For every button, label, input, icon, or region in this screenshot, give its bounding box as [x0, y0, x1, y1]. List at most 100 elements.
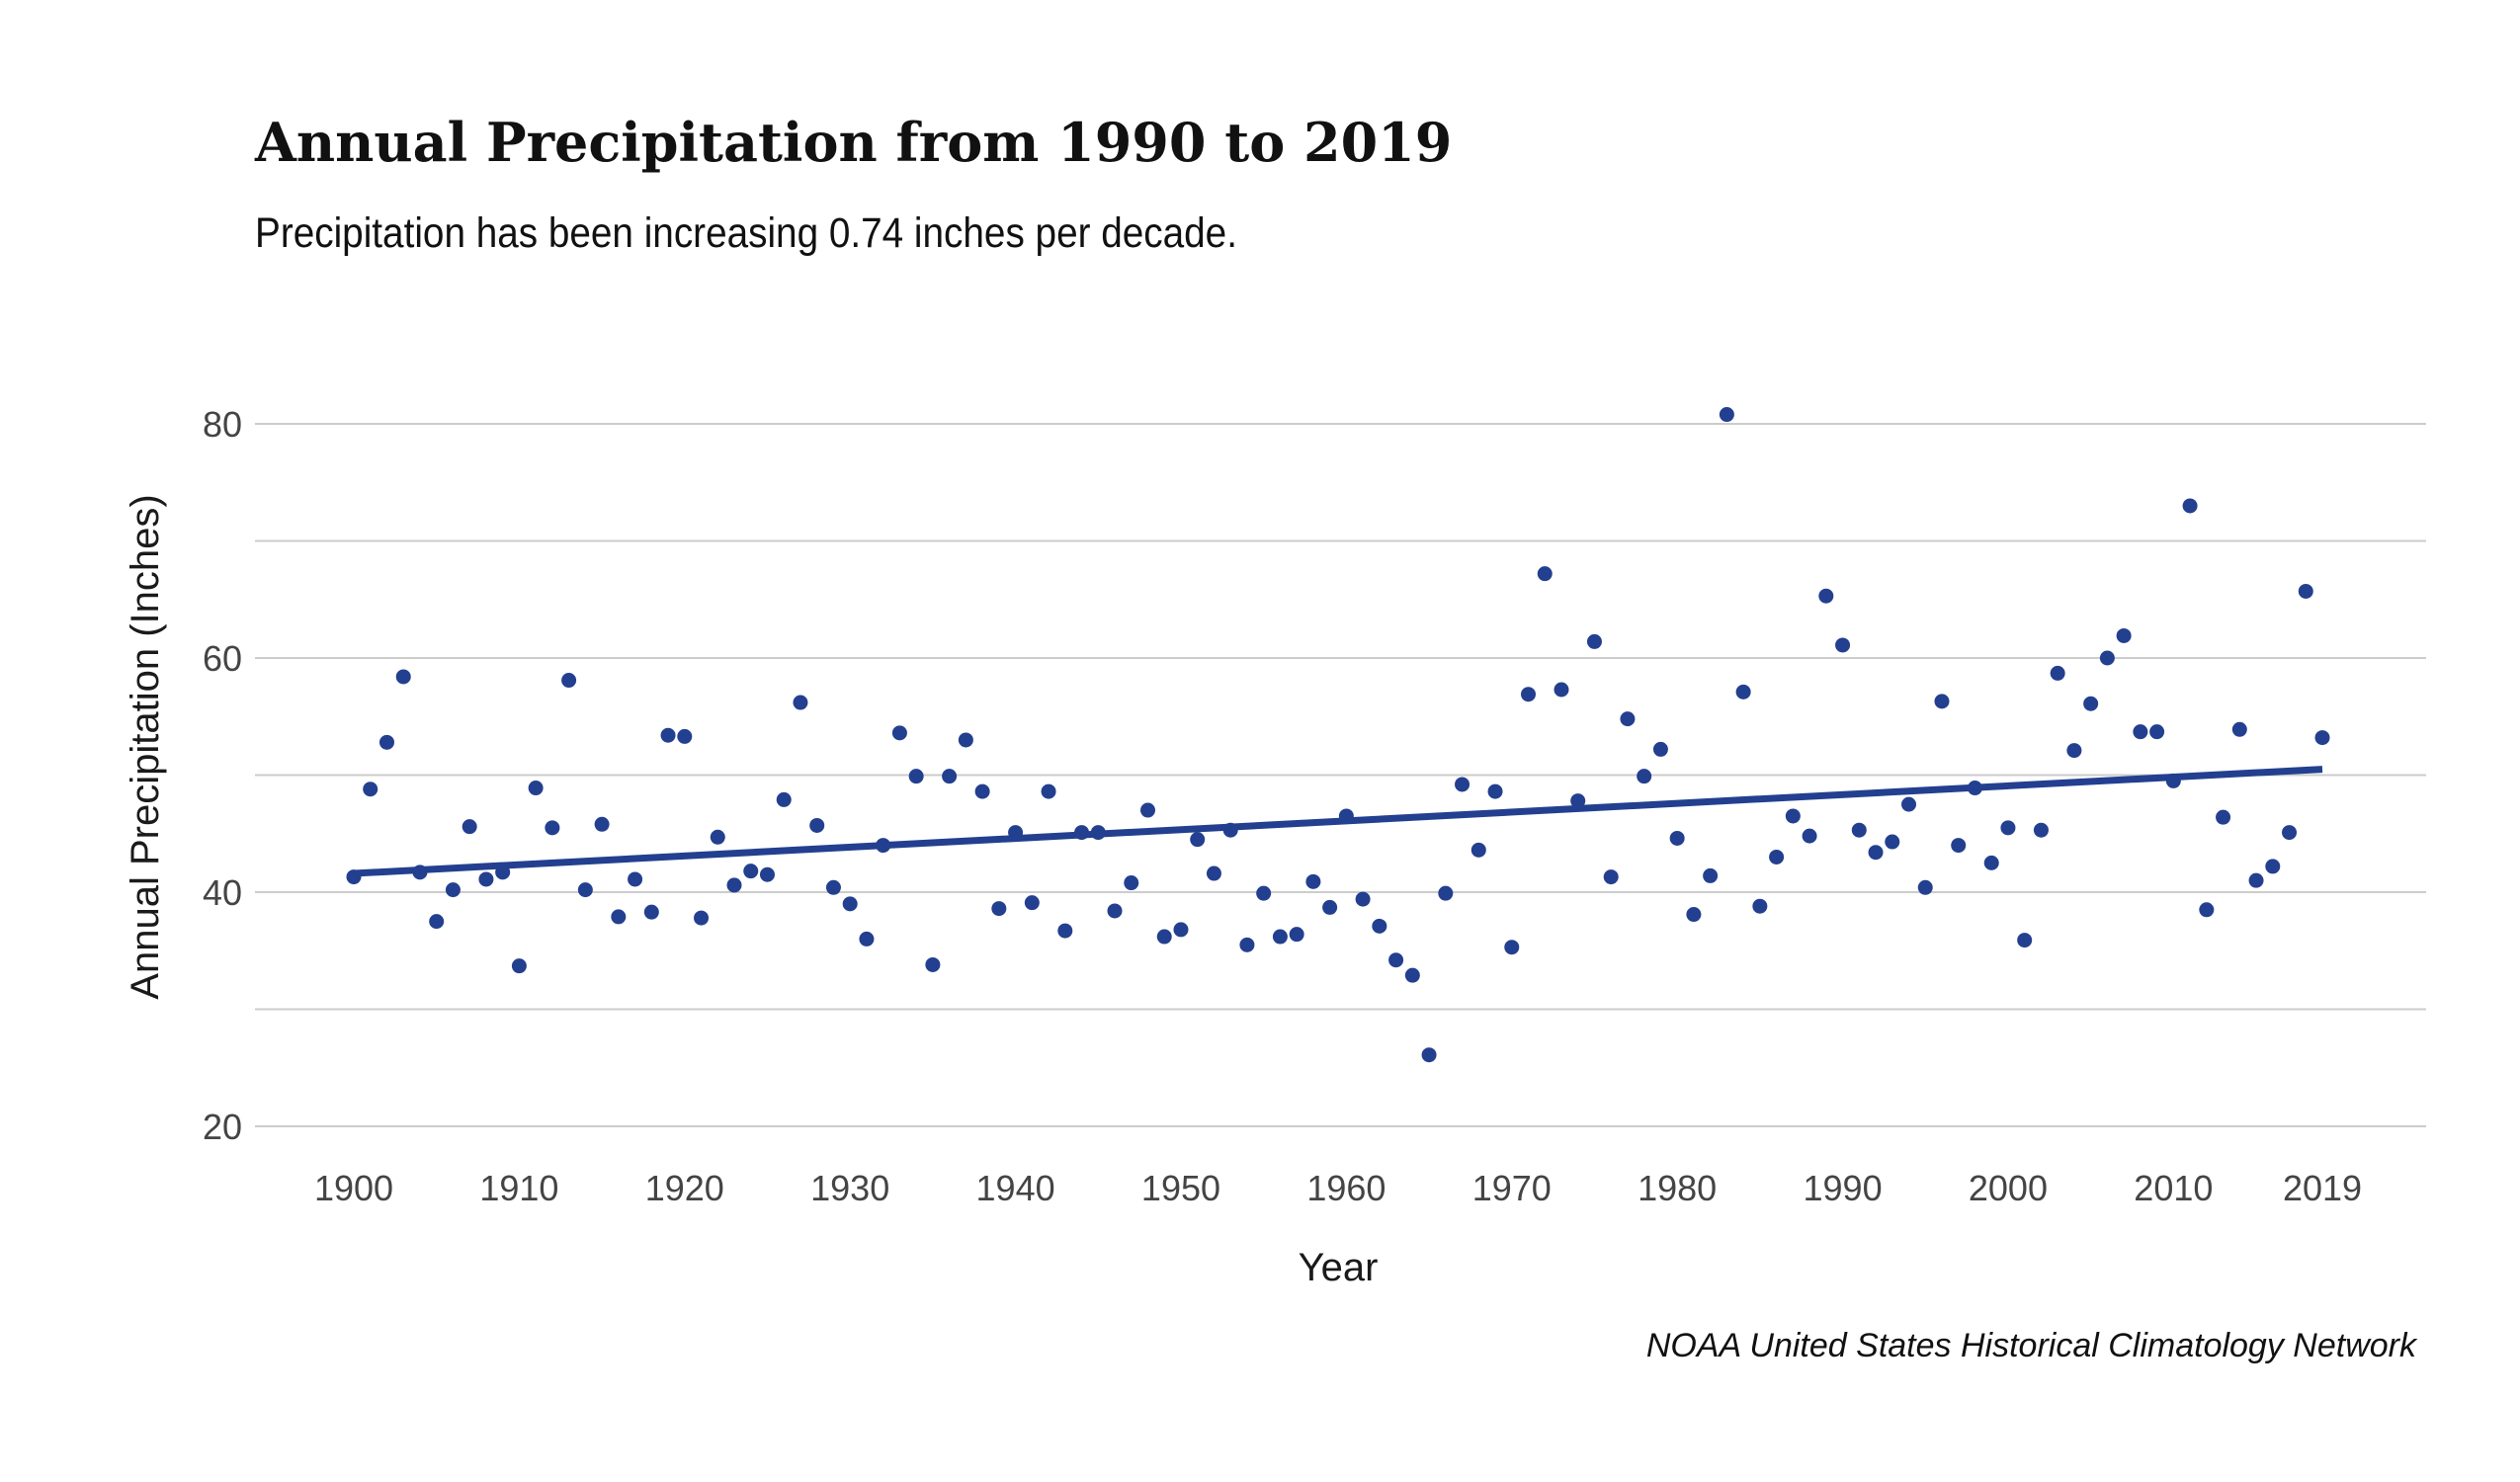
- data-point: [1322, 899, 1338, 915]
- data-point: [825, 879, 841, 895]
- data-point: [2099, 650, 2115, 666]
- data-point: [1752, 898, 1768, 914]
- data-point: [1951, 838, 1967, 854]
- data-point: [1272, 929, 1288, 945]
- data-point: [429, 914, 445, 930]
- data-point: [1802, 828, 1817, 844]
- data-point: [594, 816, 610, 832]
- data-point: [1057, 923, 1073, 939]
- data-point: [1917, 879, 1933, 895]
- data-point: [1470, 842, 1486, 858]
- data-point: [759, 866, 775, 882]
- data-point: [2216, 809, 2231, 825]
- data-point: [958, 732, 973, 748]
- data-point: [2314, 730, 2330, 746]
- data-point: [694, 910, 710, 926]
- data-point: [2248, 872, 2264, 888]
- data-point: [1438, 885, 1454, 901]
- data-point: [1487, 783, 1503, 799]
- data-point: [991, 901, 1007, 917]
- chart-subtitle: Precipitation has been increasing 0.74 i…: [255, 209, 1237, 257]
- data-point: [942, 769, 958, 784]
- data-point: [2116, 627, 2132, 643]
- data-point: [859, 931, 875, 947]
- data-point: [1603, 869, 1619, 885]
- data-point: [395, 669, 411, 685]
- data-point: [1669, 830, 1685, 846]
- data-point: [1983, 855, 1999, 870]
- y-tick-label: 40: [203, 872, 242, 913]
- data-point: [643, 904, 659, 920]
- data-point: [891, 725, 907, 741]
- data-point: [1107, 903, 1123, 919]
- data-point: [1652, 741, 1668, 757]
- data-point: [1570, 793, 1586, 809]
- y-tick-label: 60: [203, 638, 242, 679]
- data-point: [1901, 796, 1917, 812]
- x-tick-label: 1920: [645, 1168, 724, 1208]
- data-point: [2033, 822, 2049, 838]
- data-point: [2298, 583, 2313, 599]
- data-point: [1586, 633, 1602, 649]
- data-point: [1455, 777, 1470, 792]
- trend-line-group: [353, 766, 2323, 877]
- x-axis-ticks: 1900 1910 1920 1930 1940 1950 1960 1970 1980 1990…: [314, 1168, 2362, 1208]
- data-point: [1239, 937, 1255, 952]
- data-point: [1735, 684, 1751, 700]
- y-axis-ticks: 20 40 60 80: [203, 404, 242, 1147]
- data-point: [1835, 637, 1851, 653]
- data-point: [628, 871, 643, 887]
- data-point: [1372, 918, 1387, 934]
- data-point: [2149, 724, 2165, 740]
- data-point: [743, 864, 759, 879]
- chart-title: Annual Precipitation from 1990 to 2019: [255, 111, 1453, 174]
- data-point: [2282, 825, 2298, 841]
- x-tick-label: 1910: [479, 1168, 558, 1208]
- x-axis-title: Year: [1299, 1246, 1379, 1289]
- data-point: [1041, 783, 1056, 799]
- data-point: [809, 817, 825, 833]
- data-point: [1173, 922, 1189, 938]
- data-point: [1355, 891, 1371, 907]
- data-point: [1504, 940, 1520, 955]
- data-point: [1818, 588, 1834, 604]
- data-point: [1124, 875, 1139, 891]
- grid-lines: [255, 423, 2426, 1127]
- data-points: [346, 407, 2330, 1063]
- data-point: [1139, 802, 1155, 818]
- data-point: [1521, 687, 1537, 702]
- data-point: [710, 829, 725, 845]
- data-point: [378, 734, 394, 750]
- data-point: [1305, 873, 1321, 889]
- data-point: [726, 877, 742, 893]
- data-point: [974, 783, 990, 799]
- y-axis-title: Annual Precipitation (Inches): [124, 494, 167, 999]
- data-point: [1686, 907, 1702, 923]
- data-point: [793, 695, 808, 710]
- data-point: [2050, 665, 2065, 681]
- x-tick-label: 1960: [1306, 1168, 1386, 1208]
- x-tick-label: 1990: [1804, 1168, 1883, 1208]
- data-point: [1703, 867, 1719, 883]
- data-point: [1421, 1047, 1437, 1063]
- data-point: [2133, 724, 2148, 740]
- data-point: [2083, 696, 2099, 711]
- data-point: [445, 882, 461, 898]
- x-tick-label: 1930: [810, 1168, 889, 1208]
- data-point: [1024, 895, 1040, 911]
- x-tick-label: 2019: [2283, 1168, 2362, 1208]
- data-point: [1190, 832, 1206, 848]
- data-point: [561, 673, 577, 689]
- data-point: [660, 727, 676, 743]
- x-tick-label: 2000: [1969, 1168, 2048, 1208]
- data-point: [2231, 721, 2247, 737]
- y-tick-label: 20: [203, 1107, 242, 1147]
- data-point: [1769, 849, 1785, 864]
- data-point: [925, 956, 941, 972]
- data-point: [1256, 885, 1272, 901]
- data-point: [2066, 743, 2082, 759]
- data-point: [2265, 859, 2281, 874]
- data-point: [908, 769, 924, 784]
- data-point: [577, 882, 593, 898]
- data-point: [1404, 967, 1420, 983]
